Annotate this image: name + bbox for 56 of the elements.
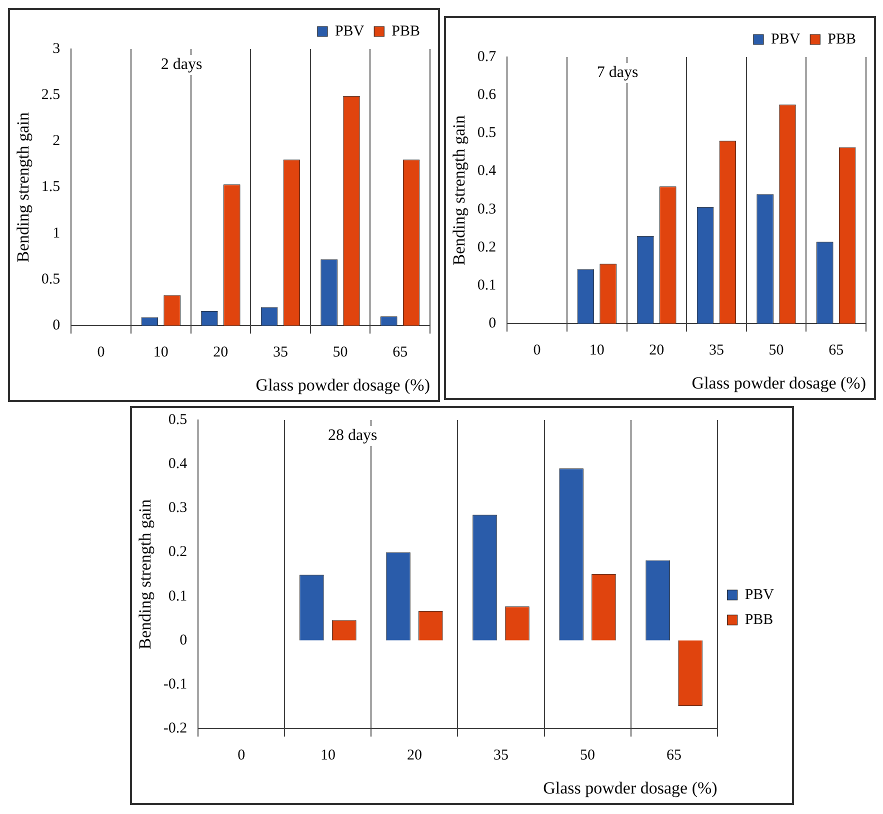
y-tick-label: 2.5 [41, 87, 60, 104]
y-tick-label: 0 [180, 632, 188, 648]
legend-label: PBB [828, 31, 856, 48]
y-tick-label: 0.2 [477, 239, 496, 256]
x-tick-label: 50 [768, 342, 784, 359]
y-tick-label: 1.5 [41, 179, 60, 196]
y-tick-label: 0.5 [477, 125, 496, 142]
y-tick-label: 0.7 [477, 48, 497, 65]
x-tick-label: 10 [589, 342, 604, 359]
y-tick-label: 2 [52, 133, 60, 150]
y-tick-label: 0 [488, 316, 496, 332]
y-tick-label: 1 [52, 225, 60, 242]
x-tick-label: 10 [153, 344, 168, 361]
y-tick-label: 0.3 [168, 500, 188, 516]
y-tick-label: 0 [52, 318, 60, 334]
y-tick-label: 0.6 [477, 87, 497, 104]
y-tick-label: 0.1 [168, 588, 188, 604]
y-axis-title: Bending strength gain [136, 498, 155, 650]
y-tick-label: 0.4 [477, 163, 497, 180]
x-tick-label: 0 [238, 748, 246, 764]
x-tick-label: 0 [97, 344, 105, 361]
y-axis-title: Bending strength gain [14, 112, 33, 262]
y-tick-label: -0.2 [163, 720, 188, 737]
x-tick-label: 35 [272, 344, 288, 361]
x-tick-label: 65 [828, 342, 844, 359]
x-axis-title: Glass powder dosage (%) [692, 373, 866, 392]
x-axis-title: Glass powder dosage (%) [543, 778, 718, 798]
x-tick-label: 10 [320, 748, 336, 764]
x-tick-label: 20 [213, 344, 228, 361]
x-tick-label: 65 [392, 344, 408, 361]
x-tick-label: 0 [533, 342, 541, 359]
y-tick-label: 0.2 [168, 544, 188, 560]
x-tick-label: 20 [649, 342, 664, 359]
x-tick-label: 20 [406, 748, 422, 764]
y-tick-label: 0.1 [477, 277, 496, 294]
y-tick-label: 0.3 [477, 201, 496, 218]
x-tick-label: 50 [580, 748, 596, 764]
legend-label: PBB [392, 23, 420, 40]
y-axis-title: Bending strength gain [450, 114, 469, 266]
legend-label: PBV [334, 23, 364, 40]
y-tick-label: -0.1 [163, 676, 188, 692]
x-tick-label: 35 [493, 748, 508, 764]
legend-label: PBV [744, 586, 774, 603]
y-tick-label: 3 [52, 40, 60, 57]
legend-label: PBV [770, 31, 800, 48]
y-tick-label: 0.5 [41, 271, 60, 288]
x-tick-label: 50 [332, 344, 348, 361]
x-axis-title: Glass powder dosage (%) [256, 375, 430, 394]
y-tick-label: 0.5 [168, 412, 188, 428]
legend-label: PBB [744, 612, 774, 628]
annotation: 28 days [328, 427, 378, 444]
y-tick-label: 0.4 [168, 456, 188, 472]
annotation: 7 days [596, 64, 638, 82]
x-tick-label: 35 [708, 342, 724, 359]
annotation: 2 days [160, 56, 202, 74]
x-tick-label: 65 [666, 748, 682, 764]
